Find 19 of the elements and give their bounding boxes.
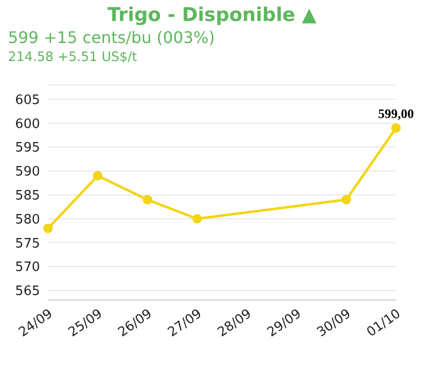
chart-subtitle: 599 +15 cents/bu (003%) bbox=[8, 28, 216, 47]
y-tick-label: 600 bbox=[15, 116, 40, 132]
point bbox=[43, 224, 53, 234]
y-tick-label: 590 bbox=[15, 164, 40, 180]
y-tick-label: 605 bbox=[15, 92, 40, 108]
point bbox=[92, 171, 102, 181]
chart-title: Trigo - Disponible ▲ bbox=[106, 4, 318, 26]
point bbox=[342, 194, 352, 204]
data-label: 599,00 bbox=[378, 106, 414, 121]
text: 214.58 +5.51 US$/t bbox=[8, 50, 138, 65]
y-tick-label: 575 bbox=[15, 236, 40, 252]
y-tick-label: 595 bbox=[15, 140, 40, 156]
point bbox=[192, 214, 202, 224]
y-tick-label: 585 bbox=[15, 188, 40, 204]
y-tick-label: 565 bbox=[15, 284, 40, 300]
point bbox=[391, 123, 401, 133]
y-tick-label: 570 bbox=[15, 260, 40, 276]
point bbox=[142, 194, 152, 204]
y-tick-label: 580 bbox=[15, 212, 40, 228]
